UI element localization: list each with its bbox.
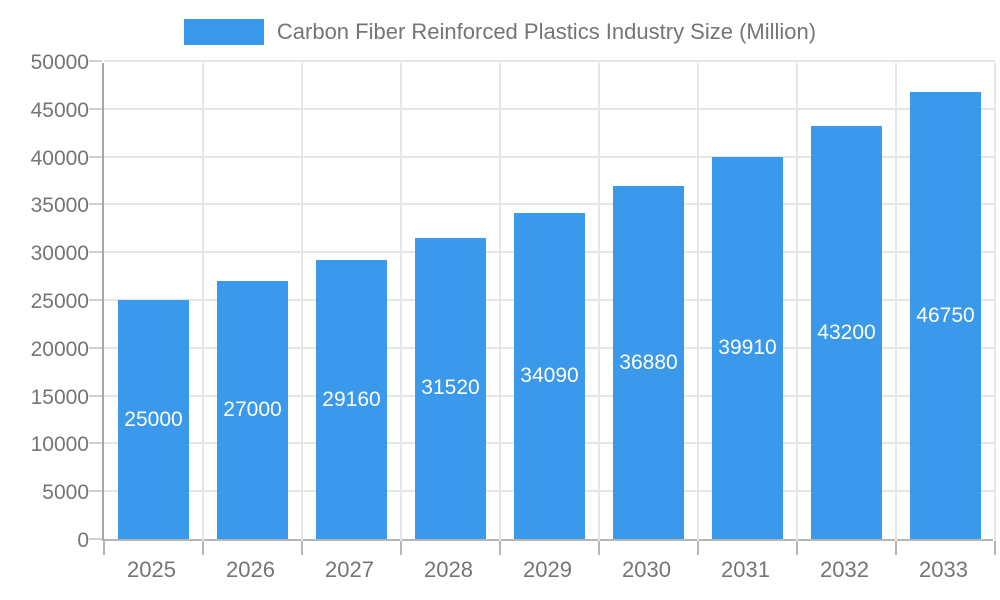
x-gridline [895, 63, 897, 541]
x-gridline [301, 63, 303, 541]
y-tick-label: 45000 [30, 98, 89, 122]
x-gridline [598, 63, 600, 541]
y-tick [89, 490, 102, 493]
y-tick-label: 20000 [30, 337, 89, 361]
y-tick [89, 394, 102, 397]
bar-value-label: 36880 [619, 350, 678, 374]
y-gridline [104, 107, 995, 110]
x-tick [103, 541, 105, 555]
bar-2032[interactable]: 43200 [811, 126, 882, 539]
bar-value-label: 29160 [322, 387, 381, 411]
y-tick-label: 50000 [30, 51, 89, 74]
bar-value-label: 27000 [223, 397, 282, 421]
x-gridline [994, 63, 996, 541]
y-gridline [104, 60, 995, 62]
y-tick [89, 299, 102, 301]
bar-2031[interactable]: 39910 [712, 157, 783, 539]
x-tick [697, 541, 699, 555]
y-tick [89, 346, 102, 349]
legend-swatch-icon [183, 19, 264, 45]
x-gridline [202, 63, 204, 541]
y-tick [89, 203, 102, 206]
x-tick [796, 541, 798, 555]
x-tick [994, 541, 996, 555]
bar-2030[interactable]: 36880 [613, 186, 684, 539]
bar-2033[interactable]: 46750 [910, 92, 981, 539]
x-category-label: 2029 [523, 557, 572, 582]
x-category-label: 2026 [226, 557, 275, 582]
y-gridline [104, 203, 995, 206]
x-gridline [499, 63, 501, 541]
y-tick-label: 40000 [30, 146, 89, 170]
y-tick [89, 155, 102, 158]
plot-area: 25000 27000 29160 31520 34090 36880 39910 43200… [89, 60, 996, 555]
bar-2025[interactable]: 25000 [118, 300, 189, 539]
x-category-label: 2028 [424, 557, 473, 582]
bar-2029[interactable]: 34090 [514, 213, 585, 539]
y-tick-label: 35000 [30, 194, 89, 218]
legend[interactable]: Carbon Fiber Reinforced Plastics Industr… [0, 16, 1000, 48]
y-tick [89, 538, 102, 540]
x-category-label: 2030 [622, 557, 671, 582]
y-tick-label: 10000 [30, 433, 89, 457]
bar-value-label: 34090 [520, 364, 579, 388]
y-tick-label: 0 [77, 529, 89, 552]
y-tick [89, 60, 102, 62]
y-tick-label: 25000 [30, 290, 89, 313]
x-tick [895, 541, 897, 555]
x-tick [202, 541, 204, 555]
bar-value-label: 43200 [817, 320, 876, 344]
y-tick [89, 251, 102, 254]
bar-value-label: 39910 [718, 336, 777, 360]
y-axis: 0 5000 10000 15000 20000 25000 30000 35000 40000… [0, 0, 89, 600]
x-category-label: 2033 [919, 557, 968, 582]
x-category-label: 2032 [820, 557, 869, 582]
x-tick [499, 541, 501, 555]
x-gridline [697, 63, 699, 541]
bar-2027[interactable]: 29160 [316, 260, 387, 539]
x-category-label: 2027 [325, 557, 374, 582]
x-category-label: 2025 [127, 557, 176, 582]
y-tick-label: 5000 [42, 481, 89, 505]
y-tick-label: 30000 [30, 242, 89, 266]
bar-2028[interactable]: 31520 [415, 237, 486, 539]
x-gridline [796, 63, 798, 541]
x-category-label: 2031 [721, 557, 770, 582]
y-tick [89, 442, 102, 445]
x-gridline [400, 63, 402, 541]
x-tick [301, 541, 303, 555]
bar-value-label: 31520 [421, 376, 480, 400]
x-tick [598, 541, 600, 555]
x-tick [400, 541, 402, 555]
y-gridline [104, 155, 995, 158]
bar-value-label: 46750 [916, 303, 975, 327]
bar-2026[interactable]: 27000 [217, 280, 288, 539]
y-tick-label: 15000 [30, 385, 89, 409]
legend-label: Carbon Fiber Reinforced Plastics Industr… [276, 19, 817, 44]
bar-value-label: 25000 [124, 407, 183, 431]
y-tick [89, 107, 102, 110]
